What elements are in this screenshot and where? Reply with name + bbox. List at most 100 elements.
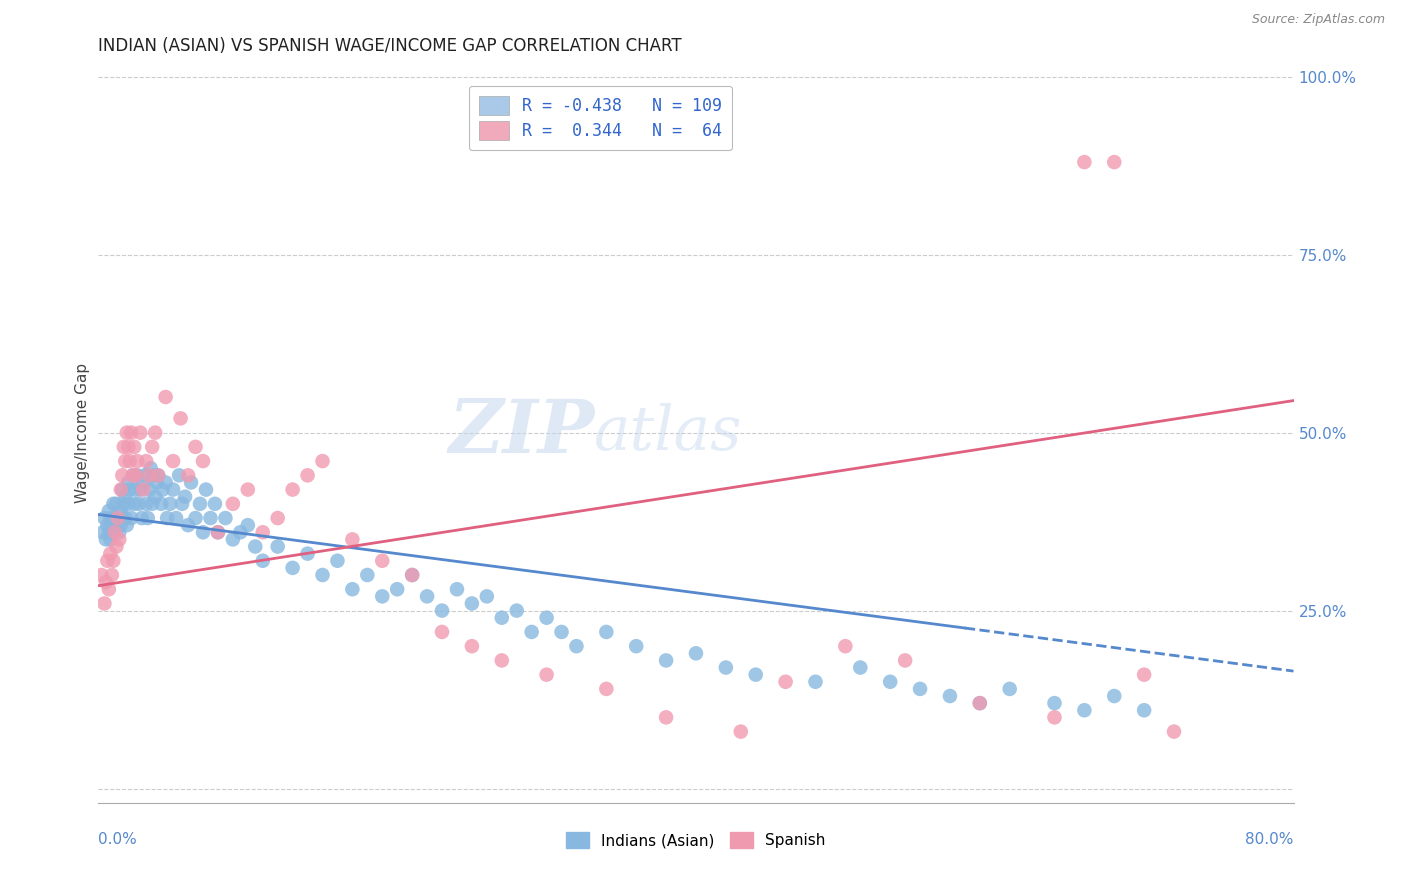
Point	[446, 582, 468, 597]
Point	[214, 511, 236, 525]
Point	[105, 518, 128, 533]
Point	[200, 511, 222, 525]
Point	[565, 639, 588, 653]
Point	[91, 525, 114, 540]
Point	[236, 483, 259, 497]
Point	[342, 533, 364, 547]
Point	[155, 475, 177, 490]
Point	[595, 624, 617, 639]
Point	[105, 540, 128, 554]
Point	[461, 639, 484, 653]
Point	[111, 468, 134, 483]
Point	[90, 568, 112, 582]
Point	[108, 533, 131, 547]
Point	[115, 425, 138, 440]
Point	[207, 525, 229, 540]
Point	[108, 525, 131, 540]
Point	[184, 511, 207, 525]
Point	[204, 497, 226, 511]
Point	[311, 454, 333, 468]
Point	[267, 540, 290, 554]
Point	[430, 604, 453, 618]
Point	[326, 554, 349, 568]
Point	[252, 554, 274, 568]
Point	[117, 497, 139, 511]
Point	[120, 511, 142, 525]
Legend: Indians (Asian), Spanish: Indians (Asian), Spanish	[560, 826, 832, 855]
Point	[110, 504, 132, 518]
Point	[118, 483, 141, 497]
Point	[177, 518, 200, 533]
Point	[536, 667, 558, 681]
Point	[1104, 689, 1126, 703]
Point	[461, 597, 484, 611]
Point	[401, 568, 423, 582]
Point	[97, 582, 120, 597]
Point	[125, 468, 148, 483]
Point	[159, 497, 181, 511]
Point	[115, 518, 138, 533]
Point	[143, 490, 166, 504]
Point	[132, 483, 155, 497]
Point	[195, 483, 218, 497]
Point	[148, 468, 170, 483]
Point	[1043, 710, 1066, 724]
Point	[297, 547, 319, 561]
Point	[101, 518, 124, 533]
Point	[148, 468, 170, 483]
Point	[371, 590, 394, 604]
Point	[139, 461, 162, 475]
Point	[110, 483, 132, 497]
Point	[93, 511, 115, 525]
Point	[1163, 724, 1185, 739]
Point	[371, 554, 394, 568]
Point	[127, 468, 149, 483]
Point	[124, 440, 146, 454]
Point	[98, 547, 122, 561]
Point	[281, 561, 304, 575]
Point	[135, 497, 157, 511]
Point	[849, 660, 872, 674]
Point	[252, 525, 274, 540]
Point	[103, 554, 125, 568]
Point	[117, 475, 139, 490]
Point	[191, 525, 214, 540]
Point	[145, 475, 167, 490]
Point	[121, 468, 143, 483]
Point	[834, 639, 856, 653]
Point	[730, 724, 752, 739]
Point	[96, 554, 118, 568]
Point	[135, 454, 157, 468]
Point	[97, 504, 120, 518]
Point	[174, 490, 197, 504]
Point	[969, 696, 991, 710]
Point	[98, 511, 122, 525]
Point	[491, 611, 513, 625]
Text: INDIAN (ASIAN) VS SPANISH WAGE/INCOME GAP CORRELATION CHART: INDIAN (ASIAN) VS SPANISH WAGE/INCOME GA…	[98, 37, 682, 55]
Point	[134, 468, 156, 483]
Point	[401, 568, 423, 582]
Point	[110, 518, 132, 533]
Point	[894, 653, 917, 667]
Point	[245, 540, 267, 554]
Point	[107, 511, 129, 525]
Point	[107, 511, 129, 525]
Point	[939, 689, 962, 703]
Point	[536, 611, 558, 625]
Point	[162, 454, 184, 468]
Point	[129, 425, 152, 440]
Point	[96, 518, 118, 533]
Point	[745, 667, 768, 681]
Point	[114, 511, 136, 525]
Point	[297, 468, 319, 483]
Point	[177, 468, 200, 483]
Point	[105, 497, 128, 511]
Point	[267, 511, 290, 525]
Point	[1073, 703, 1095, 717]
Point	[162, 483, 184, 497]
Text: ZIP: ZIP	[449, 396, 595, 469]
Point	[998, 681, 1021, 696]
Point	[114, 454, 136, 468]
Point	[714, 660, 737, 674]
Point	[222, 497, 245, 511]
